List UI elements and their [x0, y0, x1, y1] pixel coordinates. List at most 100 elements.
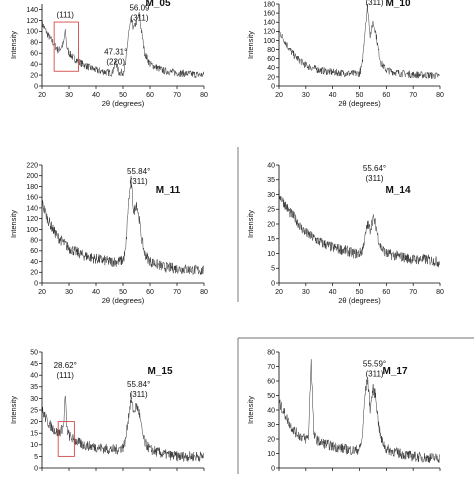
sample-label: M_11	[156, 185, 181, 196]
y-tick-label: 120	[263, 29, 275, 36]
y-tick-label: 80	[267, 349, 275, 356]
sample-label: M_14	[385, 185, 410, 196]
y-tick-label: 60	[30, 51, 38, 58]
x-axis-title: 2θ (degrees)	[102, 99, 145, 108]
x-tick-label: 40	[329, 289, 337, 296]
y-tick-label: 160	[263, 11, 275, 18]
y-tick-label: 60	[267, 56, 275, 63]
x-tick-label: 30	[65, 92, 73, 99]
x-tick-label: 20	[275, 92, 283, 99]
x-tick-label: 40	[92, 92, 100, 99]
peak-annotation: (311)	[365, 0, 383, 7]
x-axis-title: 2θ (degrees)	[102, 296, 145, 305]
y-tick-label: 80	[267, 47, 275, 54]
peak-annotation: 55.59°	[363, 360, 386, 369]
x-tick-label: 70	[409, 92, 417, 99]
x-tick-label: 70	[409, 289, 417, 296]
series-line-M_15	[41, 393, 204, 463]
sample-label: M_17	[382, 366, 407, 377]
y-tick-label: 80	[30, 40, 38, 47]
peak-annotation: 28.62°	[54, 361, 77, 370]
y-tick-label: 35	[267, 177, 275, 184]
y-tick-label: 40	[267, 407, 275, 414]
y-tick-label: 80	[30, 237, 38, 244]
y-tick-label: 20	[267, 436, 275, 443]
y-tick-label: 160	[26, 195, 38, 202]
series-line-M_10	[278, 3, 440, 80]
y-tick-label: 140	[26, 205, 38, 212]
x-tick-label: 70	[173, 92, 181, 99]
highlight-box	[53, 21, 79, 72]
y-axis-title: Intensity	[9, 210, 18, 238]
y-tick-label: 0	[34, 83, 38, 90]
x-tick-label: 30	[302, 92, 310, 99]
y-tick-label: 0	[271, 83, 275, 90]
x-tick-label: 80	[200, 289, 208, 296]
y-tick-label: 40	[30, 259, 38, 266]
y-tick-label: 70	[267, 364, 275, 371]
x-axis-title: 2θ (degrees)	[338, 99, 381, 108]
series-line-M_14	[278, 189, 440, 268]
x-tick-label: 40	[329, 92, 337, 99]
peak-annotation: 55.84°	[127, 167, 150, 176]
y-tick-label: 0	[34, 280, 38, 287]
x-tick-label: 60	[382, 289, 390, 296]
y-tick-label: 60	[30, 248, 38, 255]
x-tick-label: 20	[38, 92, 46, 99]
peak-annotation: (111)	[56, 11, 74, 20]
y-tick-label: 180	[26, 184, 38, 191]
x-tick-label: 60	[146, 92, 154, 99]
y-tick-label: 100	[263, 38, 275, 45]
y-tick-label: 20	[267, 221, 275, 228]
highlight-box	[57, 421, 75, 457]
series-line-M_17	[278, 359, 440, 464]
peak-annotation: (311)	[130, 14, 148, 23]
y-tick-label: 40	[267, 162, 275, 169]
x-tick-label: 50	[119, 92, 127, 99]
y-tick-label: 180	[263, 1, 275, 8]
peak-annotation: 55.84°	[127, 380, 150, 389]
series-line-M_05	[41, 12, 204, 78]
panel-M_10: 20 30 40 50 60 70 800204060801001201401601802θ…	[246, 0, 444, 108]
sample-label: M_15	[147, 366, 172, 377]
x-tick-label: 80	[200, 92, 208, 99]
x-tick-label: 20	[38, 289, 46, 296]
x-tick-label: 70	[173, 289, 181, 296]
x-tick-label: 30	[302, 289, 310, 296]
x-tick-label: 80	[436, 289, 444, 296]
panel-M_11: 20 30 40 50 60 70 8002040608010012014016018020…	[9, 162, 208, 305]
y-tick-label: 60	[267, 378, 275, 385]
peak-annotation: (220)	[106, 57, 125, 66]
y-tick-label: 20	[30, 419, 38, 426]
y-tick-label: 10	[267, 451, 275, 458]
y-tick-label: 100	[26, 29, 38, 36]
peak-annotation: (111)	[56, 371, 74, 380]
x-tick-label: 50	[119, 289, 127, 296]
peak-annotation: 55.64°	[363, 164, 386, 173]
y-tick-label: 0	[34, 465, 38, 472]
x-tick-label: 50	[356, 92, 364, 99]
y-tick-label: 45	[30, 361, 38, 368]
sample-label: M_10	[385, 0, 410, 9]
peak-annotation: (311)	[365, 174, 383, 183]
x-tick-label: 50	[356, 289, 364, 296]
y-tick-label: 20	[30, 72, 38, 79]
x-axis-title: 2θ (degrees)	[338, 296, 381, 305]
y-tick-label: 25	[267, 207, 275, 214]
y-tick-label: 40	[267, 65, 275, 72]
series-line-M_11	[41, 176, 204, 275]
y-axis-title: Intensity	[9, 31, 18, 59]
y-tick-label: 140	[26, 7, 38, 14]
x-tick-label: 40	[92, 289, 100, 296]
y-axis-title: Intensity	[246, 210, 255, 238]
y-tick-label: 140	[263, 20, 275, 27]
x-tick-label: 60	[146, 289, 154, 296]
y-tick-label: 5	[34, 454, 38, 461]
x-tick-label: 30	[65, 289, 73, 296]
y-tick-label: 100	[26, 227, 38, 234]
peak-annotation: (311)	[365, 370, 383, 379]
y-tick-label: 120	[26, 216, 38, 223]
